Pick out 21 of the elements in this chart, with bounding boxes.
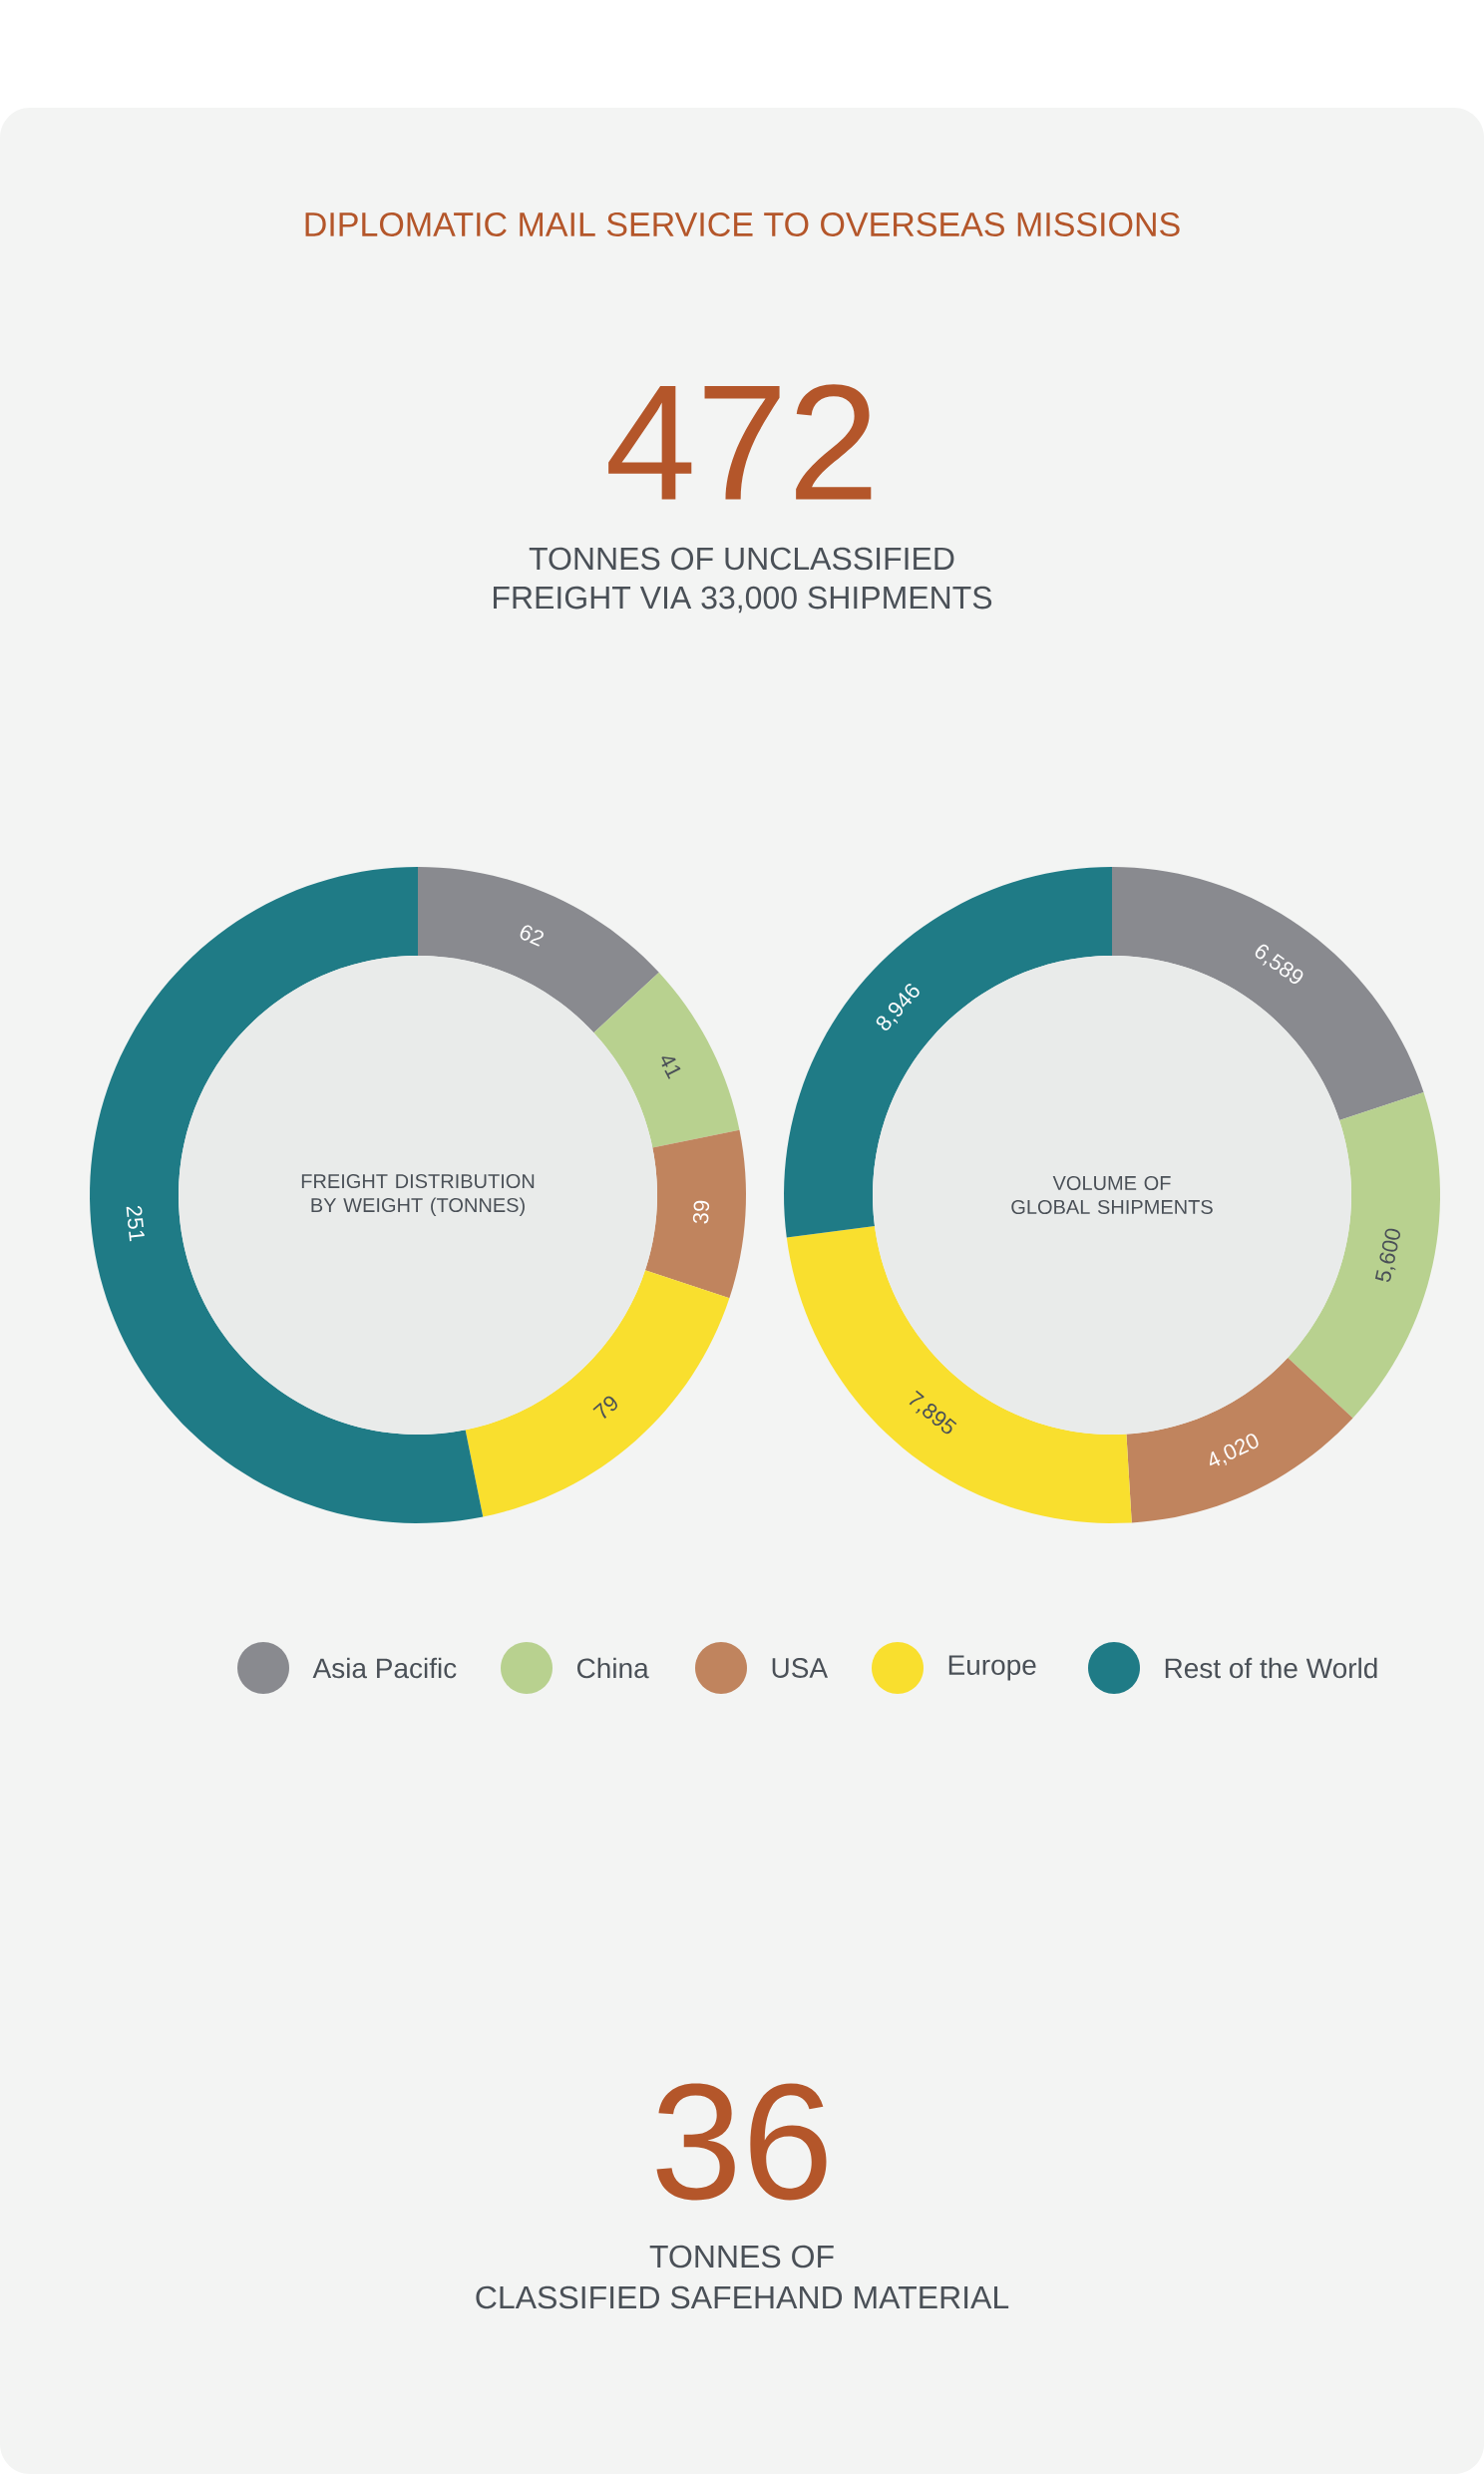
data-label: 41: [661, 1056, 681, 1079]
text: FREIGHT DISTRIBUTION BY WEIGHT (TONNES): [301, 1173, 535, 1217]
text: VOLUME OF GLOBAL SHIPMENTS: [1011, 1175, 1213, 1215]
text: CLASSIFIED SAFEHAND MATERIAL: [476, 2285, 1009, 2309]
data-label: 4,020: [1209, 1434, 1259, 1466]
text: TONNES OF: [649, 2245, 834, 2268]
legend-label: Europe: [948, 1655, 1036, 1681]
data-label: 62: [520, 925, 544, 947]
legend-label: China: [576, 1657, 649, 1679]
data-label: 251: [126, 1205, 145, 1242]
text: TONNES OF UNCLASSIFIED: [529, 547, 954, 571]
data-label: 79: [592, 1396, 617, 1420]
text: 36: [656, 2083, 827, 2201]
legend-label: USA: [772, 1658, 829, 1678]
legend-label: Rest of the World: [1165, 1657, 1377, 1679]
data-label: 39: [692, 1200, 710, 1224]
text: 472: [608, 384, 872, 500]
legend-label: Asia Pacific: [312, 1657, 457, 1679]
text: DIPLOMATIC MAIL SERVICE TO OVERSEAS MISSIONS: [305, 211, 1180, 236]
data-label: 5,600: [1374, 1228, 1401, 1283]
text: FREIGHT VIA 33,000 SHIPMENTS: [494, 586, 992, 614]
